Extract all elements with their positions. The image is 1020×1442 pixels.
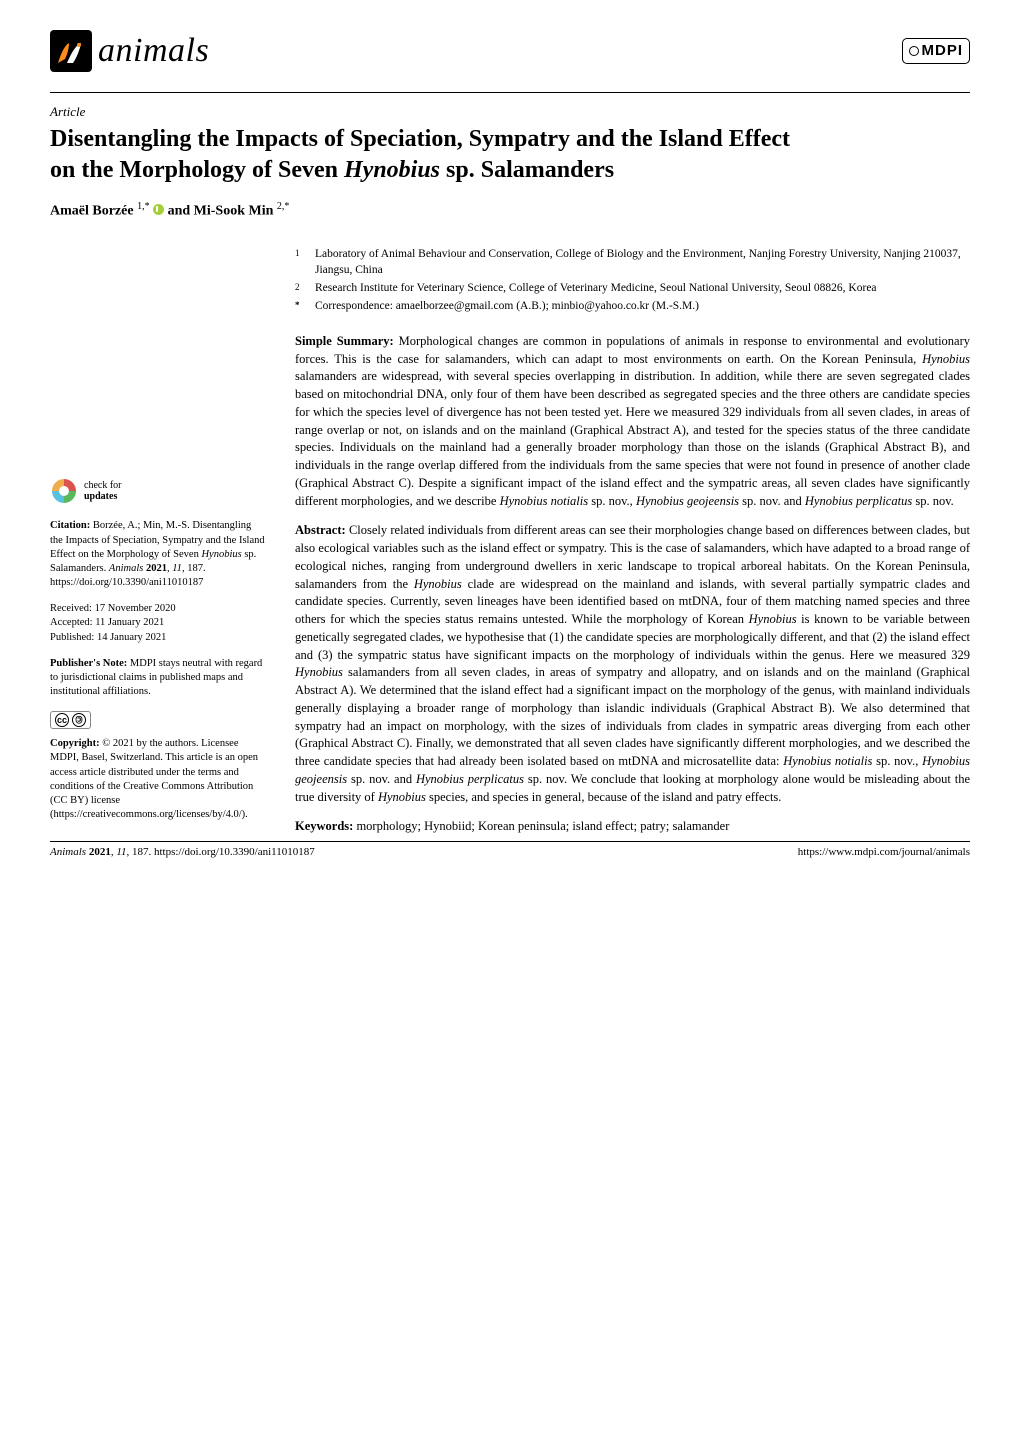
- two-column-layout: check for updates Citation: Borzée, A.; …: [50, 247, 970, 835]
- footer-right[interactable]: https://www.mdpi.com/journal/animals: [798, 845, 970, 860]
- accepted-value: 11 January 2021: [95, 617, 164, 628]
- copyright-label: Copyright:: [50, 738, 100, 749]
- publisher-mark: MDPI: [922, 41, 964, 61]
- author-line: Amaël Borzée 1,* and Mi-Sook Min 2,*: [50, 200, 970, 222]
- footer-left: Animals 2021, 11, 187. https://doi.org/1…: [50, 845, 315, 860]
- author-1: Amaël Borzée: [50, 204, 134, 219]
- affiliation-item: 1 Laboratory of Animal Behaviour and Con…: [295, 247, 970, 279]
- author-1-marks: 1,*: [137, 201, 150, 212]
- journal-logo: animals: [50, 28, 209, 74]
- check-updates-text: check for updates: [84, 480, 121, 502]
- simple-summary-text: Morphological changes are common in popu…: [295, 334, 970, 508]
- author-2: Mi-Sook Min: [194, 204, 274, 219]
- accepted-label: Accepted:: [50, 617, 93, 628]
- keywords-block: Keywords: morphology; Hynobiid; Korean p…: [295, 818, 970, 835]
- cc-by-badge-icon: cc 🄯: [50, 711, 91, 729]
- by-icon: 🄯: [72, 713, 86, 727]
- citation-block: Citation: Borzée, A.; Min, M.-S. Disenta…: [50, 519, 265, 590]
- affil-text: Research Institute for Veterinary Scienc…: [315, 281, 877, 297]
- received-label: Received:: [50, 603, 92, 614]
- page-root: animals MDPI Article Disentangling the I…: [0, 0, 1020, 876]
- published-label: Published:: [50, 632, 94, 643]
- received-row: Received: 17 November 2020: [50, 602, 265, 616]
- published-value: 14 January 2021: [97, 632, 166, 643]
- affiliation-item: 2 Research Institute for Veterinary Scie…: [295, 281, 970, 297]
- page-footer: Animals 2021, 11, 187. https://doi.org/1…: [50, 841, 970, 860]
- simple-summary-label: Simple Summary:: [295, 334, 394, 348]
- affil-marker: *: [295, 299, 305, 315]
- article-title: Disentangling the Impacts of Speciation,…: [50, 124, 810, 185]
- dates-block: Received: 17 November 2020 Accepted: 11 …: [50, 602, 265, 645]
- accepted-row: Accepted: 11 January 2021: [50, 616, 265, 630]
- received-value: 17 November 2020: [95, 603, 176, 614]
- affil-marker: 1: [295, 247, 305, 279]
- keywords-label: Keywords:: [295, 819, 353, 833]
- affiliation-list: 1 Laboratory of Animal Behaviour and Con…: [295, 247, 970, 314]
- sidebar: check for updates Citation: Borzée, A.; …: [50, 247, 265, 835]
- affil-text: Laboratory of Animal Behaviour and Conse…: [315, 247, 970, 279]
- affiliation-item: * Correspondence: amaelborzee@gmail.com …: [295, 299, 970, 315]
- main-column: 1 Laboratory of Animal Behaviour and Con…: [295, 247, 970, 835]
- copyright-block: Copyright: © 2021 by the authors. Licens…: [50, 737, 265, 822]
- author-sep: and: [168, 204, 194, 219]
- cc-icon: cc: [55, 713, 69, 727]
- copyright-text: © 2021 by the authors. Licensee MDPI, Ba…: [50, 738, 258, 820]
- check-updates-line2: updates: [84, 491, 121, 502]
- cc-badge-row: cc 🄯: [50, 711, 265, 729]
- author-2-marks: 2,*: [277, 201, 290, 212]
- published-row: Published: 14 January 2021: [50, 631, 265, 645]
- journal-name: animals: [98, 28, 209, 74]
- orcid-icon: [153, 204, 164, 215]
- mdpi-dot-icon: [909, 46, 919, 56]
- abstract-block: Abstract: Closely related individuals fr…: [295, 522, 970, 806]
- publisher-logo: MDPI: [902, 38, 971, 64]
- keywords-text: morphology; Hynobiid; Korean peninsula; …: [356, 819, 729, 833]
- abstract-text: Closely related individuals from differe…: [295, 523, 970, 803]
- check-updates-widget[interactable]: check for updates: [50, 477, 265, 505]
- citation-label: Citation:: [50, 520, 90, 531]
- top-rule: [50, 92, 970, 93]
- check-updates-line1: check for: [84, 480, 121, 491]
- check-updates-icon: [50, 477, 78, 505]
- publisher-note-label: Publisher's Note:: [50, 658, 127, 669]
- article-type: Article: [50, 103, 970, 121]
- abstract-label: Abstract:: [295, 523, 346, 537]
- simple-summary-block: Simple Summary: Morphological changes ar…: [295, 333, 970, 511]
- affil-text: Correspondence: amaelborzee@gmail.com (A…: [315, 299, 699, 315]
- header-row: animals MDPI: [50, 28, 970, 74]
- publisher-note-block: Publisher's Note: MDPI stays neutral wit…: [50, 657, 265, 700]
- animals-logo-icon: [50, 30, 92, 72]
- affil-marker: 2: [295, 281, 305, 297]
